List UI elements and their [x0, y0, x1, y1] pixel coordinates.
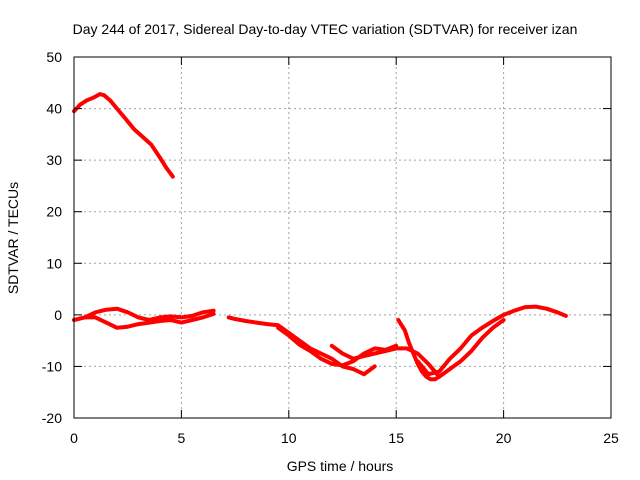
x-axis-label: GPS time / hours	[287, 458, 394, 474]
series-line-arc-c	[82, 311, 216, 330]
x-tick-label: 0	[70, 430, 78, 446]
y-axis-label: SDTVAR / TECUs	[5, 182, 21, 294]
series-layer	[72, 92, 568, 382]
y-tick-label: 10	[46, 255, 62, 271]
y-tick-label: -20	[42, 410, 62, 426]
x-tick-label: 20	[496, 430, 512, 446]
series-line-arc-b	[72, 306, 216, 322]
y-tick-label: -10	[42, 358, 62, 374]
x-tick-label: 25	[603, 430, 619, 446]
x-tick-label: 15	[388, 430, 404, 446]
chart-title: Day 244 of 2017, Sidereal Day-to-day VTE…	[73, 21, 578, 37]
y-tick-label: 0	[54, 307, 62, 323]
axis-ticks	[73, 56, 612, 419]
x-tick-label: 5	[178, 430, 186, 446]
series-line-arc-h	[415, 304, 568, 377]
series-line-arc-g	[396, 318, 506, 382]
series-line-arc-e	[276, 325, 399, 368]
y-tick-label: 50	[46, 49, 62, 65]
y-tick-label: 20	[46, 204, 62, 220]
series-line-arc-f	[329, 343, 442, 379]
grid-lines	[74, 57, 611, 418]
x-tick-labels: 0 5 10 15 20 25	[70, 430, 619, 446]
plot-border	[73, 56, 612, 419]
series-line-arc-d	[226, 315, 377, 377]
y-tick-label: 40	[46, 101, 62, 117]
y-tick-labels: -20 -10 0 10 20 30 40 50	[42, 49, 62, 426]
y-tick-label: 30	[46, 152, 62, 168]
series-line-arc-a	[72, 92, 175, 179]
x-tick-label: 10	[281, 430, 297, 446]
